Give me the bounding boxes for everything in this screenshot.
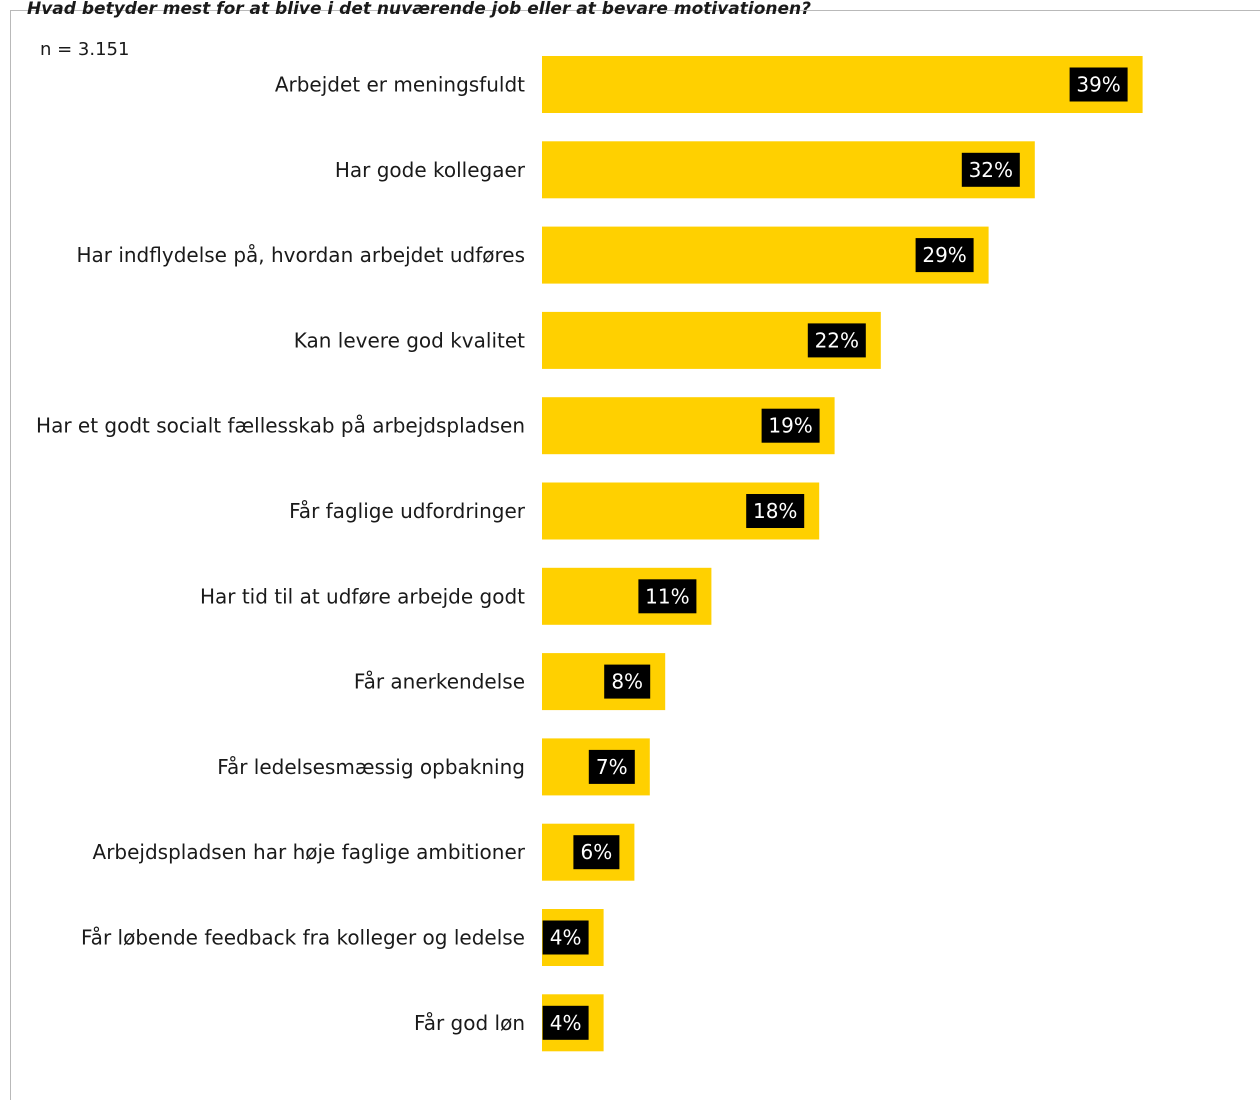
value-label-4: 22%: [815, 328, 859, 352]
value-label-11: 4%: [550, 926, 582, 950]
value-label-10: 6%: [581, 840, 613, 864]
value-label-3: 29%: [922, 243, 966, 267]
value-label-6: 18%: [753, 499, 797, 523]
value-label-8: 8%: [611, 670, 643, 694]
value-label-2: 32%: [969, 158, 1013, 182]
category-label-4: Kan levere god kvalitet: [294, 328, 525, 352]
category-label-8: Får anerkendelse: [354, 670, 525, 694]
value-label-5: 19%: [768, 414, 812, 438]
category-label-11: Får løbende feedback fra kolleger og led…: [81, 926, 525, 950]
category-label-12: Får god løn: [414, 1011, 525, 1035]
category-label-2: Har gode kollegaer: [335, 158, 526, 182]
value-label-9: 7%: [596, 755, 628, 779]
value-label-7: 11%: [645, 584, 689, 608]
value-label-12: 4%: [550, 1011, 582, 1035]
value-label-1: 39%: [1076, 73, 1120, 97]
bar-2: [542, 141, 1035, 198]
category-label-1: Arbejdet er meningsfuldt: [275, 73, 525, 97]
category-label-3: Har indflydelse på, hvordan arbejdet udf…: [76, 243, 525, 267]
category-label-5: Har et godt socialt fællesskab på arbejd…: [36, 414, 525, 438]
category-label-7: Har tid til at udføre arbejde godt: [200, 584, 525, 608]
category-label-6: Får faglige udfordringer: [289, 499, 526, 523]
bar-1: [542, 56, 1143, 113]
category-label-10: Arbejdspladsen har høje faglige ambition…: [93, 840, 526, 864]
category-label-9: Får ledelsesmæssig opbakning: [217, 755, 525, 779]
